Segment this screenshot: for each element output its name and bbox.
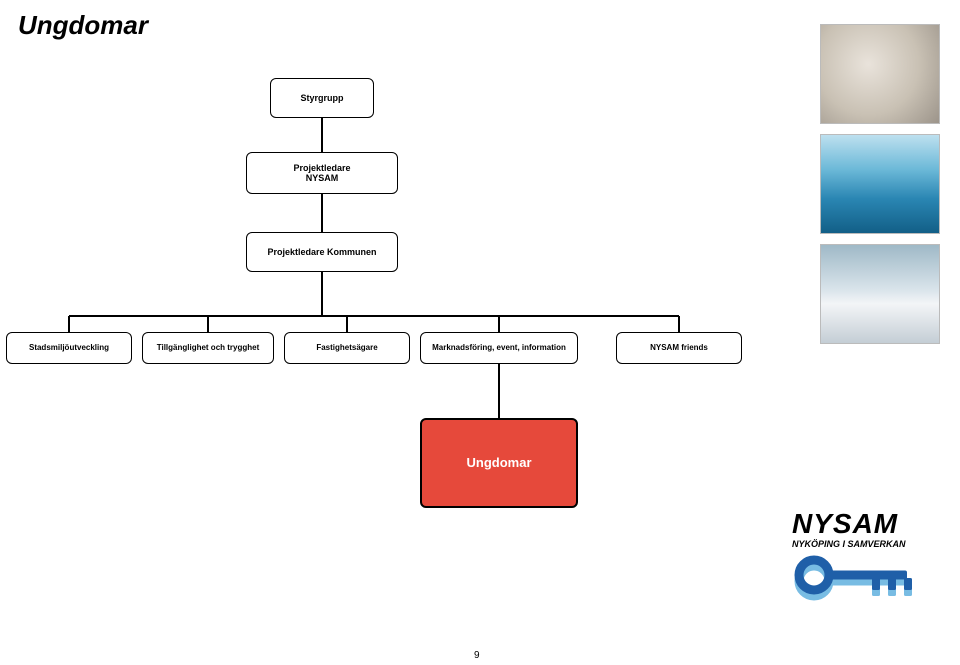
org-box: NYSAM friends [616,332,742,364]
page-title: Ungdomar [18,10,148,41]
org-box: Stadsmiljöutveckling [6,332,132,364]
org-box: Projektledare Kommunen [246,232,398,272]
connector-v [207,316,209,332]
org-box: Styrgrupp [270,78,374,118]
connector-v [68,316,70,332]
org-box: Marknadsföring, event, information [420,332,578,364]
connector-h [69,315,679,317]
org-box: Projektledare NYSAM [246,152,398,194]
logo-line2: NYKÖPING I SAMVERKAN [792,539,942,549]
nysam-logo: NYSAMNYKÖPING I SAMVERKAN [792,510,942,610]
connector-v [321,118,323,152]
logo-line1: NYSAM [792,510,942,538]
org-box: Tillgänglighet och trygghet [142,332,274,364]
connector-v [498,316,500,332]
sidebar-photo [820,134,940,234]
connector-v [321,272,323,316]
connector-v [321,194,323,232]
connector-v [678,316,680,332]
sidebar-photo [820,244,940,344]
connector-v [498,364,500,418]
key-icon [792,551,942,611]
org-box: Ungdomar [420,418,578,508]
page-number: 9 [474,650,480,661]
connector-v [346,316,348,332]
sidebar-photo [820,24,940,124]
org-box: Fastighetsägare [284,332,410,364]
